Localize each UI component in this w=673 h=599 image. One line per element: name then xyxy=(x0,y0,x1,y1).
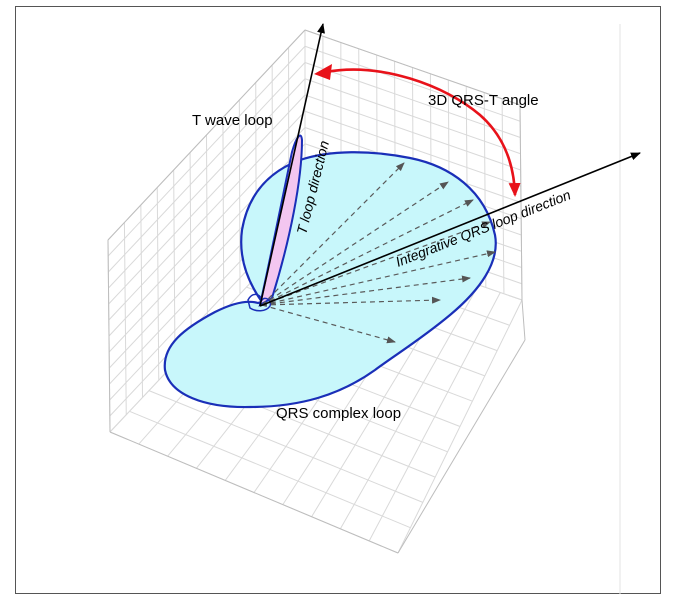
grid-line xyxy=(239,100,240,294)
grid-edge xyxy=(110,432,398,553)
grid-edge xyxy=(398,340,525,553)
t-wave-loop-label: T wave loop xyxy=(192,112,273,129)
grid-edge xyxy=(108,240,110,432)
angle-label: 3D QRS-T angle xyxy=(428,92,539,109)
qrs-complex-loop-label: QRS complex loop xyxy=(276,405,401,422)
grid-edge xyxy=(522,300,525,340)
grid-line xyxy=(223,118,224,312)
